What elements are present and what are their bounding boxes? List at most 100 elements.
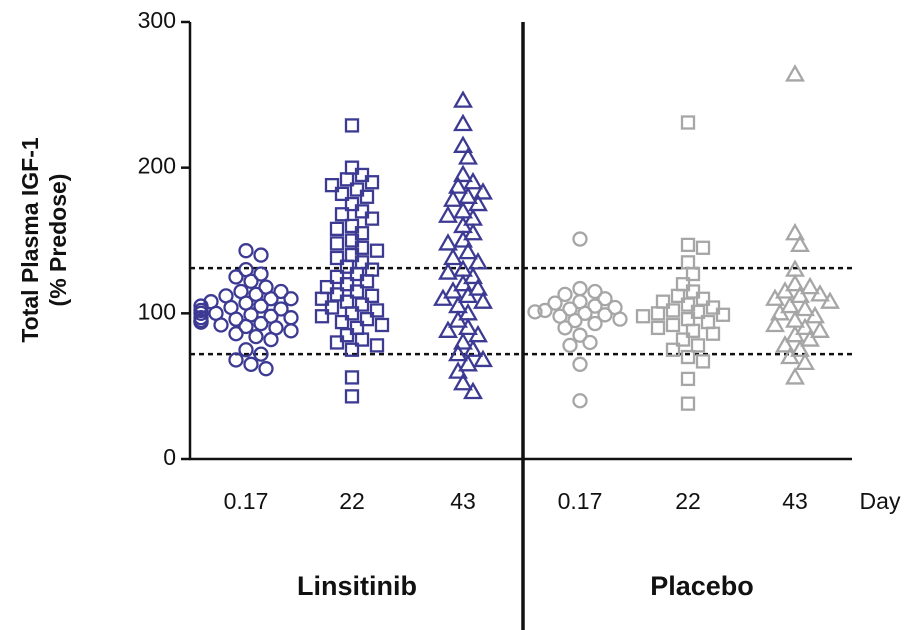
point	[344, 342, 360, 357]
point	[193, 314, 209, 330]
y-tick-label: 200	[138, 153, 176, 179]
point	[468, 193, 488, 212]
point	[458, 285, 478, 304]
point	[537, 302, 553, 319]
point	[438, 320, 458, 338]
point	[253, 247, 269, 263]
point	[359, 189, 375, 204]
point	[273, 283, 289, 300]
point	[238, 243, 254, 259]
point	[329, 221, 345, 236]
point	[785, 222, 805, 241]
point	[690, 304, 706, 320]
point	[795, 317, 815, 336]
point	[597, 291, 613, 307]
point	[448, 310, 468, 328]
point	[334, 186, 350, 202]
point	[810, 320, 830, 338]
point	[572, 393, 588, 409]
point	[354, 204, 370, 219]
point	[253, 346, 269, 362]
point	[443, 281, 463, 299]
point	[572, 280, 588, 297]
point	[587, 298, 603, 314]
point	[562, 337, 578, 354]
point	[463, 222, 483, 241]
y-axis-label: (% Predose)	[45, 174, 71, 307]
point	[344, 233, 360, 248]
point	[780, 346, 800, 365]
point	[680, 115, 696, 130]
point	[680, 297, 696, 312]
point	[675, 332, 691, 347]
point	[458, 147, 478, 165]
point	[364, 211, 380, 226]
point	[463, 171, 483, 190]
point	[453, 113, 473, 132]
point	[800, 329, 820, 347]
point	[785, 64, 805, 82]
point	[324, 300, 340, 315]
y-tick-label: 300	[138, 7, 176, 33]
point	[349, 182, 365, 197]
point	[369, 338, 385, 353]
x-tick-label: 22	[339, 488, 365, 514]
point	[448, 176, 468, 194]
point	[775, 281, 795, 299]
point	[433, 288, 453, 306]
point	[329, 236, 345, 251]
point	[324, 177, 340, 193]
x-tick-label: 43	[782, 488, 808, 514]
point	[334, 207, 350, 222]
point	[369, 303, 385, 318]
point	[258, 361, 274, 377]
point	[193, 310, 209, 326]
point	[665, 317, 681, 333]
point	[453, 90, 473, 108]
point	[339, 172, 355, 187]
point	[587, 315, 603, 332]
point	[468, 324, 488, 343]
point	[453, 135, 473, 153]
point	[354, 297, 370, 312]
point	[577, 305, 593, 321]
point	[572, 327, 588, 343]
point	[453, 230, 473, 248]
point	[770, 303, 790, 321]
point	[329, 250, 345, 266]
point	[238, 342, 254, 358]
point	[354, 226, 370, 241]
point	[329, 269, 345, 285]
group-label: Placebo	[650, 571, 754, 601]
point	[344, 306, 360, 321]
point	[228, 352, 244, 368]
point	[283, 310, 299, 326]
point	[448, 361, 468, 379]
point	[364, 175, 380, 190]
point	[650, 320, 666, 336]
y-tick-label: 0	[163, 444, 176, 470]
x-tick-label: 22	[675, 488, 701, 514]
point	[438, 233, 458, 251]
point	[243, 273, 259, 289]
point	[473, 349, 493, 368]
point	[665, 303, 681, 318]
point	[785, 367, 805, 385]
point	[775, 335, 795, 353]
point	[228, 326, 244, 342]
point	[314, 309, 330, 324]
point	[339, 259, 355, 274]
point	[193, 305, 209, 321]
point	[339, 328, 355, 343]
point	[364, 288, 380, 304]
point	[597, 307, 613, 323]
point	[314, 291, 330, 306]
point	[273, 301, 289, 317]
point	[695, 354, 711, 369]
point	[283, 323, 299, 339]
point	[665, 342, 681, 357]
y-tick-label: 100	[138, 298, 176, 324]
point	[463, 339, 483, 357]
point	[453, 273, 473, 292]
